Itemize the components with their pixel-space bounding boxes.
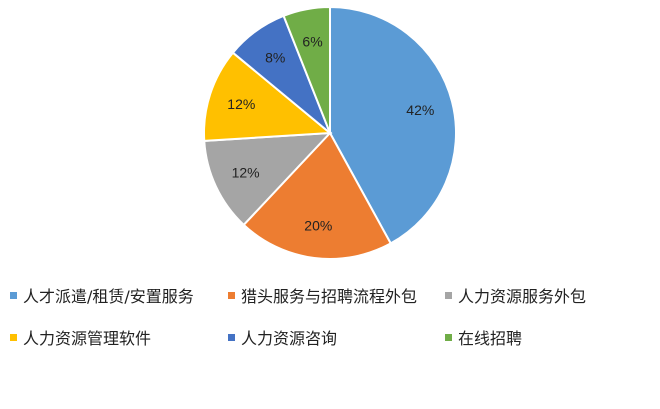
legend-swatch bbox=[10, 333, 17, 341]
pie-slice bbox=[242, 131, 393, 260]
legend-swatch bbox=[445, 291, 452, 299]
data-label: 12% bbox=[227, 96, 255, 112]
legend-item: 人力资源管理软件 bbox=[10, 325, 151, 349]
legend-item: 人力资源咨询 bbox=[228, 325, 337, 349]
legend-swatch bbox=[228, 291, 235, 299]
legend-item: 猎头服务与招聘流程外包 bbox=[228, 283, 417, 307]
legend-label: 人力资源服务外包 bbox=[458, 287, 587, 306]
legend-label: 人力资源管理软件 bbox=[23, 329, 152, 348]
data-label: 12% bbox=[232, 165, 260, 181]
legend-item: 人力资源服务外包 bbox=[445, 283, 586, 307]
legend-swatch bbox=[10, 291, 17, 299]
legend-item: 人才派遣/租赁/安置服务 bbox=[10, 283, 194, 307]
data-label: 20% bbox=[304, 218, 332, 234]
legend-label: 人力资源咨询 bbox=[241, 329, 338, 348]
legend-swatch bbox=[445, 333, 452, 341]
legend-label: 在线招聘 bbox=[458, 329, 523, 348]
pie-slice bbox=[203, 51, 333, 142]
pie-slice bbox=[203, 131, 333, 227]
legend-item: 在线招聘 bbox=[445, 325, 522, 349]
legend-swatch bbox=[228, 333, 235, 341]
pie-slice bbox=[329, 5, 457, 245]
data-label: 42% bbox=[406, 102, 434, 118]
data-label: 8% bbox=[265, 50, 285, 66]
pie-slice bbox=[282, 5, 331, 134]
legend-label: 人才派遣/租赁/安置服务 bbox=[23, 287, 194, 306]
legend-label: 猎头服务与招聘流程外包 bbox=[241, 287, 418, 306]
data-label: 6% bbox=[302, 33, 322, 49]
